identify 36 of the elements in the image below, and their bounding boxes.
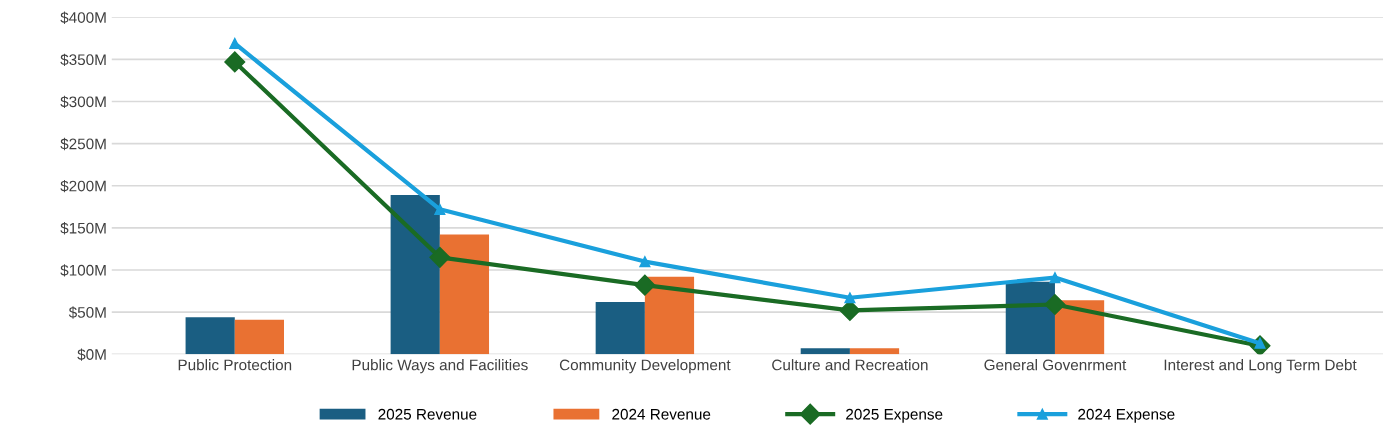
x-tick-label: Interest and Long Term Debt (1164, 359, 1357, 374)
point (429, 246, 451, 268)
y-tick-label: $250M (60, 137, 106, 151)
bar (234, 319, 284, 355)
point (224, 51, 246, 73)
bar (595, 302, 645, 355)
y-tick-label: $0M (77, 348, 106, 361)
x-tick-label: General Govenrment (984, 359, 1127, 371)
point (639, 256, 651, 268)
x-tick-label: Culture and Recreation (772, 359, 928, 371)
bar (644, 276, 695, 355)
bar (185, 317, 235, 355)
point (1044, 294, 1066, 316)
legend-label: 2025 Revenue (378, 408, 477, 420)
bar (390, 195, 440, 355)
bar (849, 348, 900, 355)
y-tick-label: $50M (68, 306, 106, 319)
x-tick-label: Public Protection (178, 359, 292, 371)
legend-label: 2025 Expense (846, 408, 943, 423)
bar (800, 348, 850, 355)
y-tick-label: $400M (60, 11, 106, 24)
y-tick-label: $350M (60, 53, 106, 66)
x-tick-label: Community Development (559, 359, 731, 374)
point (634, 274, 656, 296)
legend-label: 2024 Expense (1078, 408, 1175, 423)
y-tick-label: $150M (60, 222, 106, 235)
y-tick-label: $300M (60, 95, 106, 109)
point (1049, 272, 1061, 284)
point (434, 203, 446, 215)
y-tick-label: $200M (60, 179, 106, 193)
x-tick-label: Public Ways and Facilities (352, 359, 528, 374)
legend-label: 2024 Revenue (612, 408, 711, 420)
bar (439, 234, 490, 355)
y-tick-label: $100M (60, 264, 106, 277)
point (844, 292, 856, 304)
bar (1005, 281, 1055, 355)
